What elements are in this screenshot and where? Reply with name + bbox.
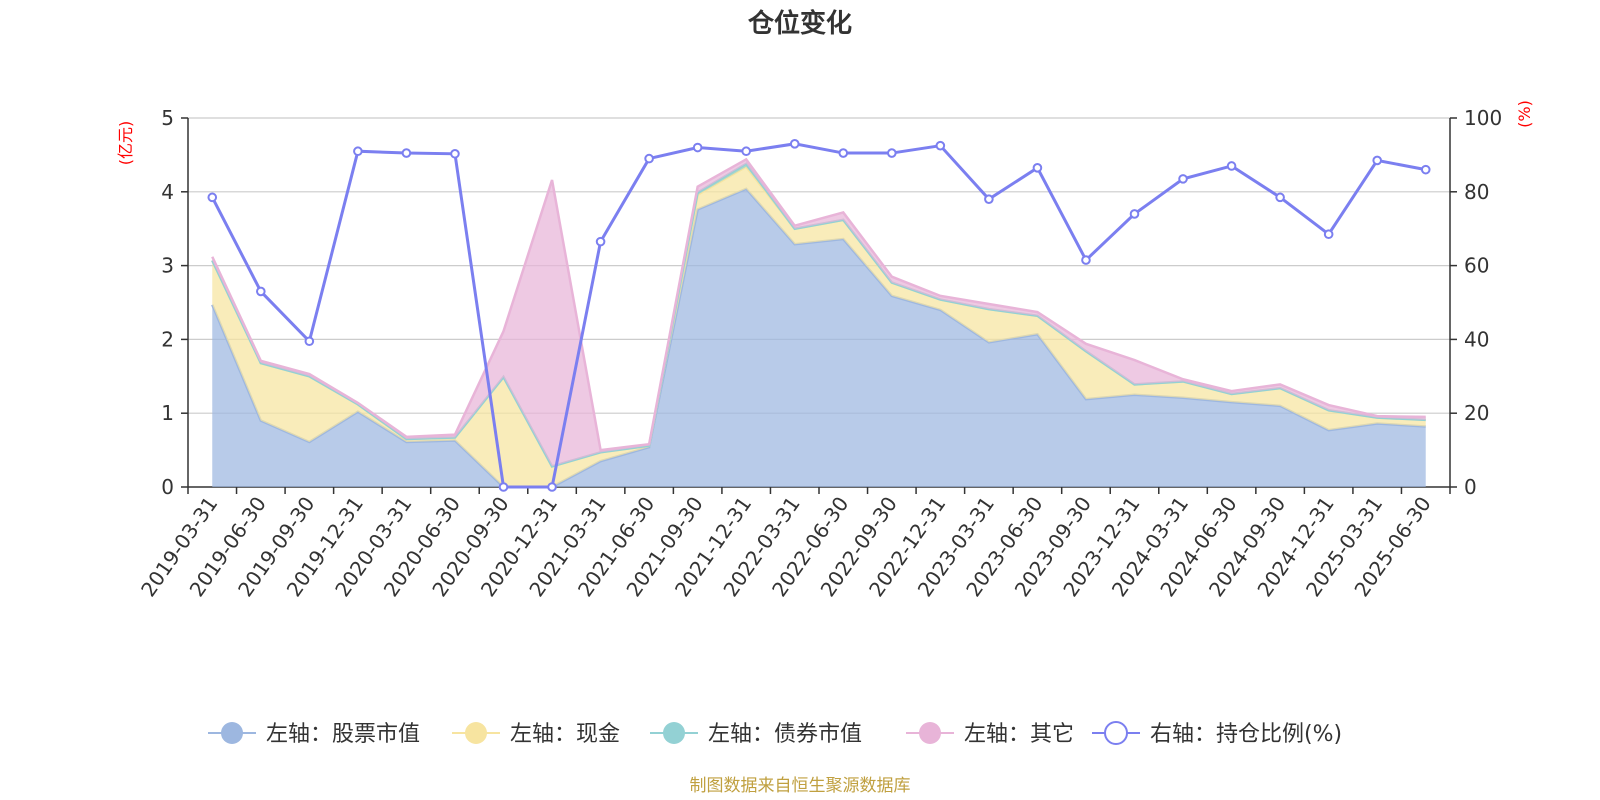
left-axis-unit: (亿元) [116,121,135,166]
legend-label: 左轴：其它 [964,722,1074,747]
series-3-area [212,159,1426,467]
ratio-point[interactable] [1275,192,1285,203]
ratio-point[interactable] [789,139,800,149]
legend-ring-icon [1104,721,1128,745]
right-axis-tick-label: 60 [1464,254,1489,278]
ratio-point[interactable] [256,286,266,297]
ratio-point[interactable] [984,194,994,204]
legend[interactable]: 左轴：股票市值 左轴：现金 左轴：债券市值 左轴：其它 右轴：持仓比例(%) [208,721,1342,747]
ratio-point[interactable] [450,148,460,159]
right-axis-tick-label: 80 [1464,180,1489,204]
series-0-area [212,188,1426,487]
left-axis-tick-label: 2 [161,327,174,351]
ratio-point[interactable] [935,140,946,151]
left-axis-tick-label: 5 [161,106,174,130]
chart-title: 仓位变化 [747,8,852,39]
ratio-point[interactable] [1178,174,1188,184]
ratio-point[interactable] [1129,209,1140,219]
legend-circle-icon [221,722,243,744]
left-axis-tick-label: 4 [161,180,174,204]
ratio-point[interactable] [1081,255,1091,265]
ratio-point[interactable] [692,142,703,153]
legend-item[interactable]: 右轴：持仓比例(%) [1092,721,1342,747]
legend-item[interactable]: 左轴：现金 [452,722,620,747]
ratio-point[interactable] [304,336,315,347]
ratio-point[interactable] [887,148,897,158]
ratio-point[interactable] [1323,229,1334,240]
ratio-point[interactable] [1372,155,1382,166]
right-axis-tick-label: 40 [1464,327,1489,351]
right-axis-tick-label: 100 [1464,106,1502,130]
ratio-point[interactable] [595,236,606,247]
ratio-point[interactable] [644,153,654,164]
ratio-point[interactable] [1032,163,1043,173]
ratio-line [207,139,1431,492]
ratio-point[interactable] [547,482,557,492]
legend-circle-icon [465,722,487,744]
ratio-series-line [210,142,1427,489]
legend-label: 左轴：现金 [510,722,620,747]
left-axis-tick-label: 0 [161,475,174,499]
left-axis-tick-label: 1 [161,401,174,425]
right-axis-tick-label: 20 [1464,401,1489,425]
ratio-point[interactable] [1420,164,1431,175]
right-axis-tick-label: 0 [1464,475,1477,499]
legend-label: 左轴：股票市值 [266,722,420,747]
ratio-point[interactable] [401,148,412,158]
ratio-point[interactable] [207,192,218,203]
stacked-areas [211,157,1426,489]
legend-item[interactable]: 左轴：债券市值 [650,722,862,747]
legend-item[interactable]: 左轴：其它 [906,722,1074,747]
series-1-area [212,166,1426,487]
legend-label: 右轴：持仓比例(%) [1150,722,1342,747]
data-source-note: 制图数据来自恒生聚源数据库 [690,776,911,796]
ratio-point[interactable] [1226,161,1237,171]
legend-label: 左轴：债券市值 [708,722,862,747]
legend-circle-icon [663,722,685,744]
ratio-point[interactable] [838,148,849,158]
legend-item[interactable]: 左轴：股票市值 [208,722,420,747]
left-axis-tick-label: 3 [161,254,174,278]
ratio-point[interactable] [741,146,751,157]
ratio-point[interactable] [353,146,363,157]
right-axis-unit: (%) [1515,100,1534,128]
ratio-point[interactable] [498,482,509,492]
series-3-line [211,157,1426,452]
legend-circle-icon [919,722,941,744]
